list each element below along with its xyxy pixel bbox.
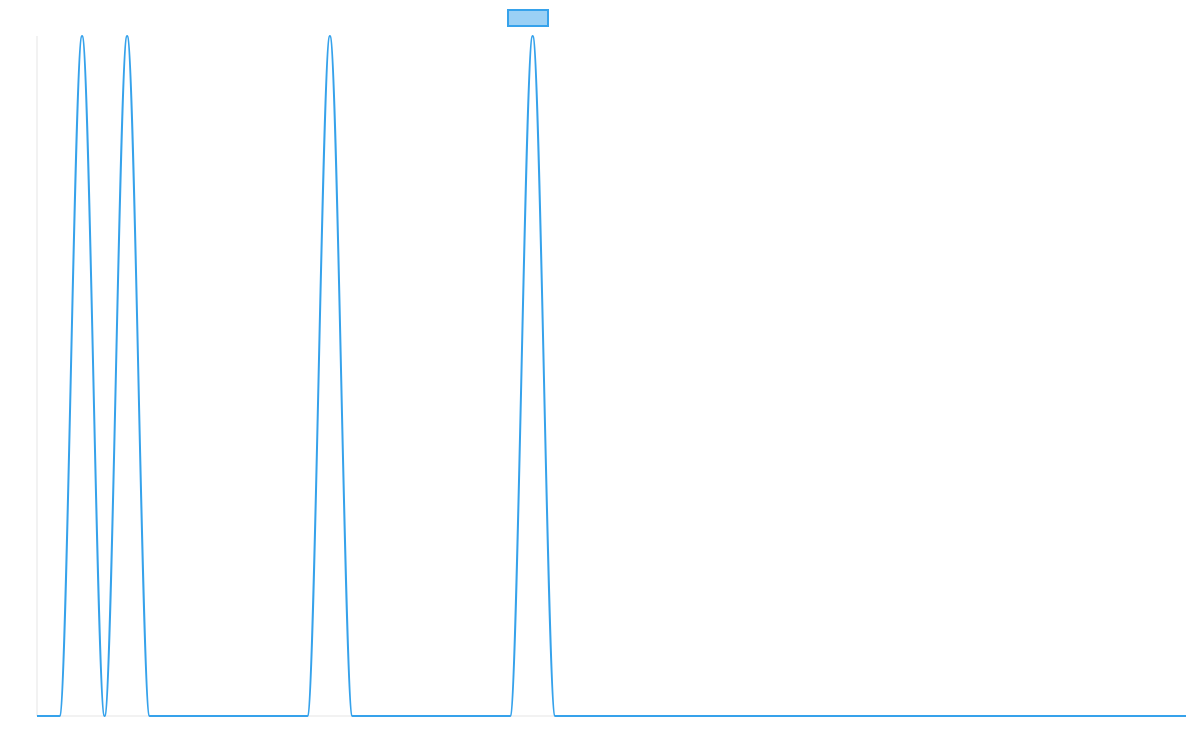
series-line-0: [37, 35, 1186, 718]
legend[interactable]: [507, 9, 549, 27]
series-layer: [37, 35, 1186, 718]
legend-swatch[interactable]: [507, 9, 549, 27]
